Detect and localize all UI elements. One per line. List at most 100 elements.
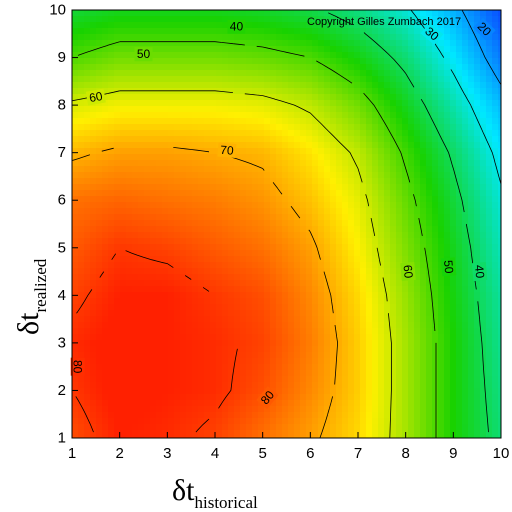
field-cell: [300, 310, 307, 317]
field-cell: [468, 280, 475, 287]
field-cell: [408, 160, 415, 167]
field-cell: [336, 52, 343, 59]
field-cell: [186, 58, 193, 65]
field-cell: [150, 220, 157, 227]
field-cell: [354, 46, 361, 53]
field-cell: [324, 202, 331, 209]
field-cell: [210, 280, 217, 287]
field-cell: [312, 406, 319, 413]
field-cell: [348, 382, 355, 389]
field-cell: [138, 178, 145, 185]
field-cell: [366, 370, 373, 377]
field-cell: [150, 298, 157, 305]
field-cell: [222, 112, 229, 119]
field-cell: [324, 310, 331, 317]
field-cell: [108, 172, 115, 179]
field-cell: [120, 22, 127, 29]
field-cell: [90, 208, 97, 215]
field-cell: [420, 220, 427, 227]
field-cell: [144, 322, 151, 329]
field-cell: [276, 52, 283, 59]
field-cell: [240, 118, 247, 125]
field-cell: [366, 238, 373, 245]
field-cell: [384, 352, 391, 359]
field-cell: [384, 40, 391, 47]
field-cell: [330, 178, 337, 185]
field-cell: [96, 268, 103, 275]
field-cell: [420, 208, 427, 215]
field-cell: [252, 334, 259, 341]
field-cell: [402, 220, 409, 227]
field-cell: [366, 400, 373, 407]
field-cell: [330, 190, 337, 197]
field-cell: [450, 88, 457, 95]
field-cell: [480, 346, 487, 353]
field-cell: [474, 292, 481, 299]
field-cell: [474, 424, 481, 431]
field-cell: [360, 70, 367, 77]
field-cell: [126, 130, 133, 137]
field-cell: [72, 286, 79, 293]
field-cell: [210, 250, 217, 257]
field-cell: [120, 136, 127, 143]
field-cell: [114, 34, 121, 41]
field-cell: [150, 178, 157, 185]
field-cell: [174, 238, 181, 245]
field-cell: [354, 10, 361, 17]
field-cell: [114, 292, 121, 299]
field-cell: [180, 232, 187, 239]
field-cell: [426, 190, 433, 197]
field-cell: [378, 214, 385, 221]
field-cell: [270, 52, 277, 59]
field-cell: [246, 370, 253, 377]
field-cell: [456, 250, 463, 257]
field-cell: [486, 148, 493, 155]
field-cell: [444, 418, 451, 425]
field-cell: [180, 400, 187, 407]
field-cell: [240, 136, 247, 143]
field-cell: [240, 424, 247, 431]
field-cell: [432, 268, 439, 275]
field-cell: [126, 328, 133, 335]
field-cell: [96, 262, 103, 269]
field-cell: [414, 238, 421, 245]
field-cell: [144, 256, 151, 263]
field-cell: [378, 262, 385, 269]
field-cell: [168, 148, 175, 155]
field-cell: [462, 310, 469, 317]
field-cell: [144, 424, 151, 431]
field-cell: [102, 178, 109, 185]
field-cell: [420, 106, 427, 113]
field-cell: [408, 346, 415, 353]
field-cell: [228, 262, 235, 269]
field-cell: [462, 298, 469, 305]
field-cell: [366, 274, 373, 281]
field-cell: [96, 256, 103, 263]
field-cell: [150, 124, 157, 131]
field-cell: [72, 160, 79, 167]
field-cell: [156, 64, 163, 71]
field-cell: [384, 196, 391, 203]
field-cell: [438, 430, 445, 437]
field-cell: [126, 280, 133, 287]
field-cell: [450, 250, 457, 257]
field-cell: [156, 130, 163, 137]
field-cell: [408, 436, 415, 438]
field-cell: [174, 16, 181, 23]
field-cell: [150, 322, 157, 329]
field-cell: [102, 70, 109, 77]
field-cell: [162, 190, 169, 197]
field-cell: [306, 118, 313, 125]
field-cell: [270, 166, 277, 173]
field-cell: [432, 304, 439, 311]
field-cell: [252, 328, 259, 335]
field-cell: [366, 16, 373, 23]
field-cell: [72, 328, 79, 335]
field-cell: [210, 436, 217, 438]
field-cell: [408, 244, 415, 251]
field-cell: [102, 388, 109, 395]
field-cell: [312, 346, 319, 353]
field-cell: [144, 268, 151, 275]
field-cell: [72, 436, 79, 438]
